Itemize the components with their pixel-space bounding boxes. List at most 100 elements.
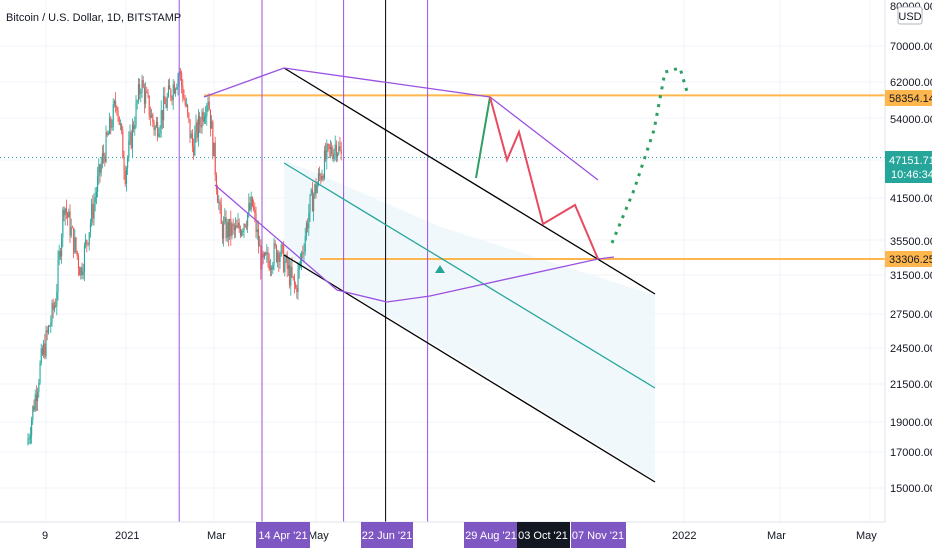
candle-body xyxy=(82,271,84,275)
candle-body xyxy=(338,146,340,154)
time-tick: Mar xyxy=(767,530,786,542)
candle-body xyxy=(337,153,339,157)
candle-body xyxy=(313,195,315,212)
candle-body xyxy=(146,91,148,93)
candle-body xyxy=(131,124,133,149)
date-marker-tag xyxy=(361,522,413,548)
candle-body xyxy=(100,163,102,173)
candle-body xyxy=(277,252,279,262)
time-axis[interactable]: 9 2021 Mar May 2022 Mar May 14 Apr '21 2… xyxy=(0,521,885,550)
candle-body xyxy=(281,244,283,246)
candle-body xyxy=(290,266,292,286)
candle-body xyxy=(243,224,245,231)
candle-body xyxy=(29,435,31,439)
candle-body xyxy=(223,222,225,239)
candle-body xyxy=(183,97,185,100)
candle-body xyxy=(88,232,90,245)
candle-body xyxy=(155,121,157,128)
price-tick: 62000.00 xyxy=(890,77,932,89)
price-tick: 70000.00 xyxy=(890,41,932,53)
candle-body xyxy=(137,84,139,101)
candle-body xyxy=(191,133,193,147)
candle-body xyxy=(253,206,255,210)
candle-body xyxy=(117,110,119,117)
candle-body xyxy=(185,104,187,106)
candle-body xyxy=(247,213,249,227)
candle-body xyxy=(314,184,316,196)
signal-arrow-icon xyxy=(435,265,445,273)
candle-body xyxy=(31,419,33,436)
candle-body xyxy=(279,255,281,263)
candle-body xyxy=(98,164,100,177)
candle-body xyxy=(194,133,196,156)
date-marker-label: 07 Nov '21 xyxy=(572,530,624,542)
price-tick: 27500.00 xyxy=(890,309,932,321)
candle-body xyxy=(293,277,295,285)
candle-body xyxy=(32,406,34,420)
candle-body xyxy=(208,101,210,110)
candle-body xyxy=(44,343,46,357)
candle-body xyxy=(182,85,184,98)
price-tick: 24500.00 xyxy=(890,343,932,355)
forecast-projection-line xyxy=(610,66,690,244)
candle-body xyxy=(69,211,71,236)
candle-body xyxy=(71,227,73,229)
candle-body xyxy=(224,217,226,223)
candle-body xyxy=(43,343,45,355)
candle-body xyxy=(257,229,259,247)
level-high-tag xyxy=(885,90,932,106)
candle-body xyxy=(201,112,203,128)
candle-body xyxy=(97,176,99,192)
candle-body xyxy=(184,99,186,106)
candle-body xyxy=(287,265,289,269)
candle-body xyxy=(171,97,173,101)
price-tick: 15000.00 xyxy=(890,483,932,495)
candle-body xyxy=(267,252,269,261)
channel-mid-line xyxy=(283,162,656,389)
candle-body xyxy=(119,124,121,126)
candle-body xyxy=(237,222,239,228)
candle-body xyxy=(301,252,303,262)
candle-body xyxy=(236,225,238,228)
candle-body xyxy=(274,243,276,246)
candle-body xyxy=(33,406,35,411)
candle-body xyxy=(285,255,287,262)
candle-body xyxy=(334,144,336,151)
candle-body xyxy=(93,202,95,219)
candle-body xyxy=(262,253,264,258)
candle-body xyxy=(316,184,318,194)
currency-badge[interactable] xyxy=(897,6,923,25)
chart-title: Bitcoin / U.S. Dollar, 1D, BITSTAMP xyxy=(6,12,181,24)
candle-body xyxy=(199,115,201,125)
candle-body xyxy=(159,128,161,134)
candle-body xyxy=(283,245,285,272)
date-marker-tag xyxy=(464,522,517,548)
candle-body xyxy=(254,209,256,214)
candle-body xyxy=(278,252,280,263)
candle-body xyxy=(161,109,163,121)
candle-body xyxy=(268,260,270,270)
candle-body xyxy=(332,154,334,160)
candle-body xyxy=(251,197,253,207)
candle-body xyxy=(238,222,240,229)
candle-body xyxy=(142,79,144,88)
candle-body xyxy=(331,147,333,155)
candle-body xyxy=(272,265,274,270)
candle-body xyxy=(265,252,267,255)
candle-body xyxy=(148,95,150,117)
channel-lower-line xyxy=(283,254,656,483)
candle-body xyxy=(76,251,78,257)
price-axis[interactable]: 80000.00 70000.00 62000.00 54000.00 4150… xyxy=(884,0,932,522)
candle-body xyxy=(129,132,131,141)
candle-body xyxy=(160,109,162,129)
candle-body xyxy=(85,240,87,246)
candle-body xyxy=(239,228,241,236)
candle-body xyxy=(273,243,275,266)
candle-body xyxy=(115,101,117,107)
candle-body xyxy=(203,117,205,122)
candle-body xyxy=(68,211,70,218)
candle-body xyxy=(81,267,83,275)
price-tick: 35500.00 xyxy=(890,236,932,248)
forecast-down-line xyxy=(489,96,599,260)
